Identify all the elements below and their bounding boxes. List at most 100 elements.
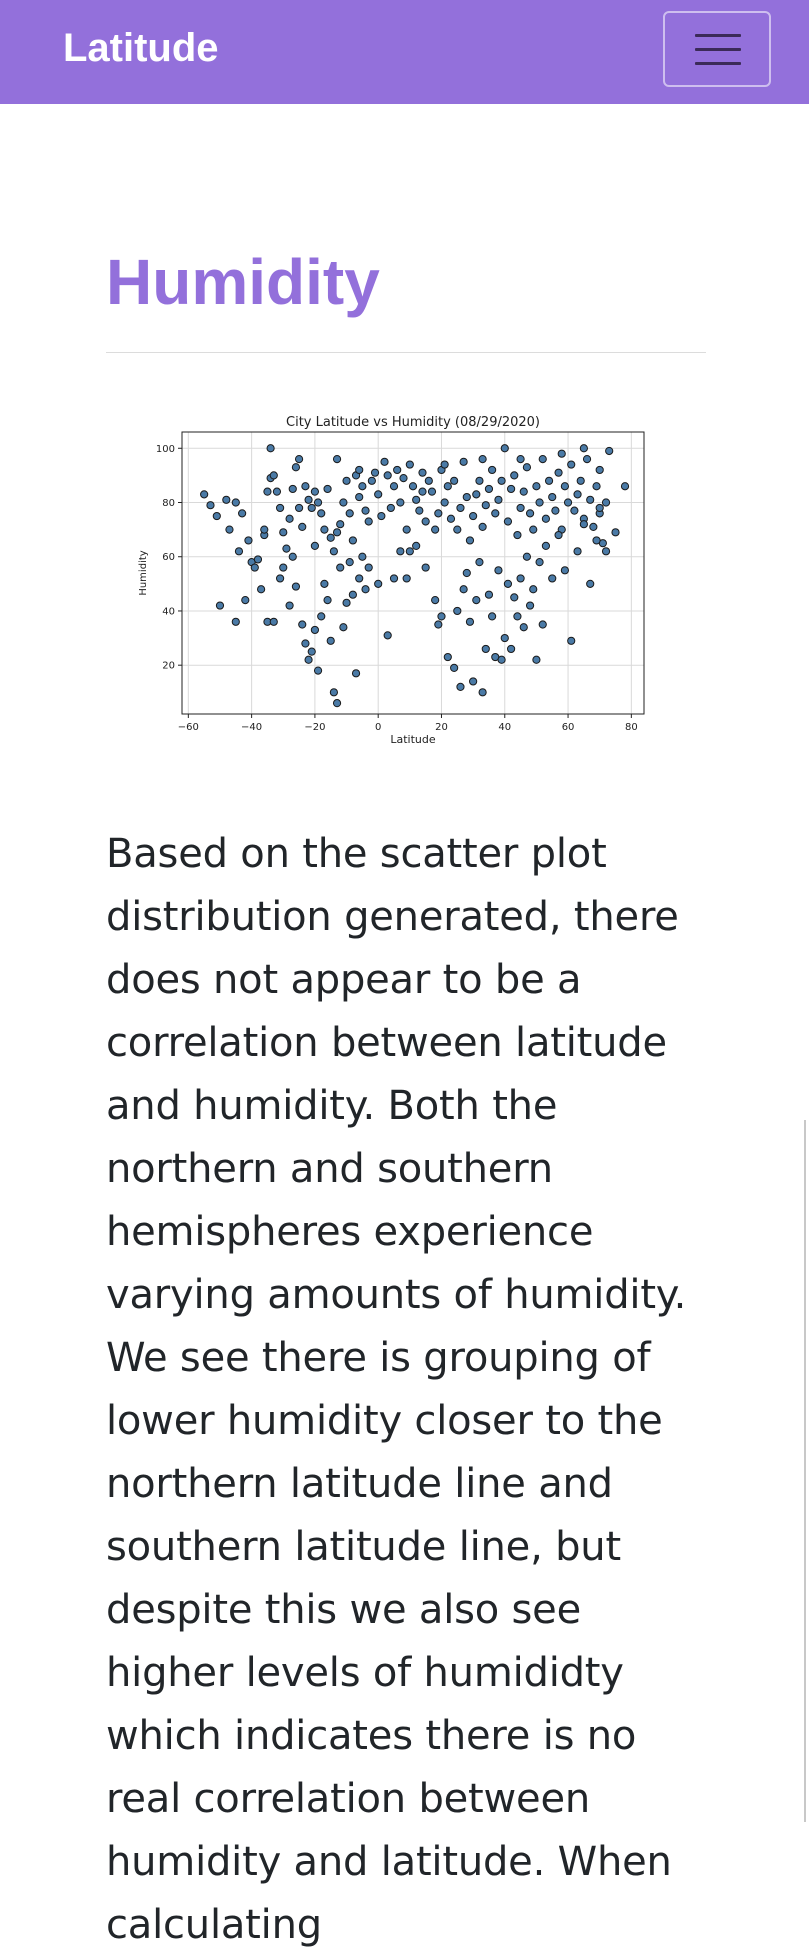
chart-data-point xyxy=(275,503,285,513)
chart-data-point xyxy=(579,520,588,529)
chart-data-point xyxy=(440,498,449,507)
chart-data-point xyxy=(582,455,592,464)
chart-data-point xyxy=(516,574,525,583)
hamburger-menu-icon xyxy=(695,62,741,65)
chart-data-point xyxy=(215,601,225,610)
chart-data-point xyxy=(500,444,509,453)
chart-data-point xyxy=(266,444,275,453)
navbar-brand[interactable]: Latitude xyxy=(63,26,219,70)
chart-data-point xyxy=(288,484,297,494)
chart-data-point xyxy=(291,582,301,591)
chart-data-point xyxy=(320,525,329,534)
chart-data-point xyxy=(383,471,392,480)
page-scrollbar[interactable] xyxy=(804,1120,806,1822)
chart-data-point xyxy=(589,522,598,532)
chart-data-point xyxy=(313,498,323,507)
chart-data-point xyxy=(478,688,487,697)
chart-data-point xyxy=(332,455,342,464)
chart-data-point xyxy=(253,555,263,564)
chart-data-point xyxy=(560,566,569,575)
chart-data-point xyxy=(538,620,547,629)
chart-data-point xyxy=(231,617,240,626)
hamburger-menu-icon xyxy=(695,34,741,37)
chart-data-point xyxy=(332,528,342,537)
chart-points xyxy=(200,444,630,708)
chart-data-point xyxy=(399,473,408,483)
chart-data-point xyxy=(469,511,478,521)
chart-data-point xyxy=(497,655,506,664)
chart-data-point xyxy=(257,585,266,594)
chart-x-tick-label: 20 xyxy=(435,722,448,733)
chart-data-point xyxy=(567,460,576,469)
chart-y-ticks: 20 40 60 80 100 xyxy=(156,444,182,672)
chart-data-point xyxy=(522,552,532,561)
chart-data-point xyxy=(291,463,301,472)
chart-data-point xyxy=(212,511,221,521)
chart-data-point xyxy=(510,593,519,602)
chart-data-point xyxy=(285,514,294,523)
navbar-toggler-button[interactable] xyxy=(663,11,771,87)
chart-data-point xyxy=(380,457,389,466)
chart-data-point xyxy=(465,536,475,545)
chart-data-point xyxy=(576,476,585,485)
chart-data-point xyxy=(497,476,506,485)
chart-data-point xyxy=(364,517,373,526)
chart-plot-frame xyxy=(181,431,645,715)
chart-data-point xyxy=(516,455,525,464)
chart-data-point xyxy=(342,476,351,485)
chart-data-point xyxy=(298,620,307,629)
chart-data-point xyxy=(415,506,424,515)
chart-data-point xyxy=(510,471,519,480)
chart-data-point xyxy=(529,525,538,534)
chart-data-point xyxy=(370,468,380,477)
chart-data-point xyxy=(563,498,573,507)
chart-data-point xyxy=(336,563,345,572)
chart-data-point xyxy=(551,506,560,515)
chart-data-point xyxy=(339,498,348,507)
chart-data-point xyxy=(304,495,313,504)
chart-data-point xyxy=(620,482,630,491)
chart-data-point xyxy=(310,625,320,635)
chart-data-point xyxy=(374,579,383,588)
chart-data-point xyxy=(525,509,535,518)
chart-data-point xyxy=(361,506,370,515)
chart-data-point xyxy=(225,525,234,534)
chart-y-axis-label: Humidity xyxy=(138,550,149,595)
chart-data-point xyxy=(557,449,566,458)
chart-data-point xyxy=(348,590,357,599)
chart-data-point xyxy=(418,487,427,496)
chart-data-point xyxy=(516,503,525,513)
chart-data-point xyxy=(396,547,405,556)
chart-data-point xyxy=(535,498,544,507)
chart-data-point xyxy=(538,455,547,464)
chart-title: City Latitude vs Humidity (08/29/2020) xyxy=(286,415,540,430)
chart-data-point xyxy=(488,612,497,621)
chart-data-point xyxy=(326,533,335,542)
chart-data-point xyxy=(222,495,231,504)
chart-data-point xyxy=(595,465,604,475)
chart-data-point xyxy=(275,574,285,583)
chart-data-point xyxy=(475,558,484,567)
chart-y-tick-label: 20 xyxy=(162,661,175,672)
hamburger-menu-icon xyxy=(695,48,741,51)
chart-data-point xyxy=(326,636,335,645)
chart-data-point xyxy=(437,612,446,621)
chart-data-point xyxy=(317,509,326,518)
chart-data-point xyxy=(339,623,348,632)
chart-data-point xyxy=(601,547,611,556)
chart-data-point xyxy=(269,617,278,626)
chart-data-point xyxy=(532,482,541,491)
chart-data-point xyxy=(402,525,411,534)
chart-data-point xyxy=(592,482,601,491)
chart-data-point xyxy=(301,482,310,491)
chart-data-point xyxy=(389,574,399,583)
chart-data-point xyxy=(301,639,310,648)
chart-data-point xyxy=(446,514,456,523)
chart-data-point xyxy=(465,617,475,626)
chart-data-point xyxy=(532,655,541,664)
chart-data-point xyxy=(586,579,595,588)
chart-data-point xyxy=(358,552,367,561)
chart-data-point xyxy=(313,666,323,675)
chart-data-point xyxy=(443,652,452,662)
chart-data-point xyxy=(332,699,342,708)
